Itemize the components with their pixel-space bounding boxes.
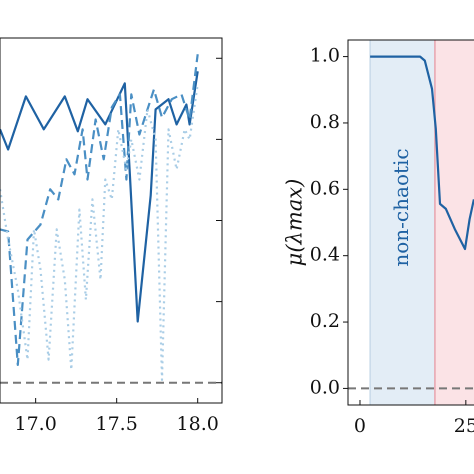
y-tick-label: 0.8 [310, 111, 340, 133]
series-line [0, 71, 199, 323]
y-tick-label: 1.0 [310, 45, 340, 67]
y-tick-label: 0.2 [310, 310, 340, 332]
y-axis-label: μ(λmax) [283, 179, 307, 267]
series-line [370, 55, 474, 251]
y-tick-label: 0.6 [310, 177, 340, 199]
y-tick-label: 0.0 [310, 376, 340, 398]
plot-frame [347, 39, 474, 406]
region [434, 40, 474, 405]
x-tick-label: 0 [354, 415, 366, 437]
region-label: non-chaotic [389, 148, 413, 266]
series-line [0, 54, 199, 366]
x-tick-label: 17.5 [96, 413, 138, 435]
x-tick-label: 17.0 [14, 413, 56, 435]
x-tick-label: 18.0 [177, 413, 219, 435]
y-tick-label: 0.4 [310, 244, 340, 266]
series-line [0, 84, 199, 381]
x-tick-label: 25 [454, 415, 474, 437]
plot-frame [0, 37, 223, 404]
region [370, 40, 435, 405]
